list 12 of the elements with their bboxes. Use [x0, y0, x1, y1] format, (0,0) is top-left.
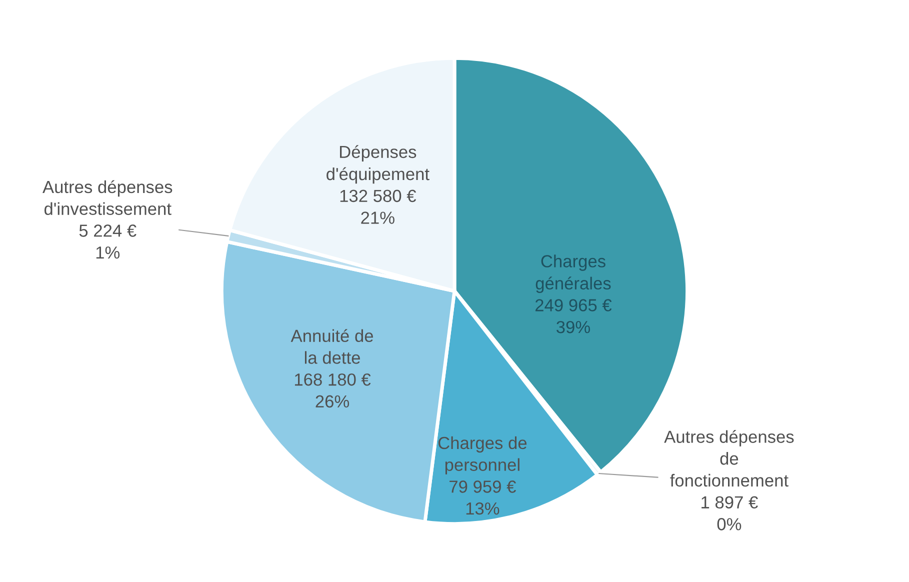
data-label: 132 580 € 21% [340, 190, 416, 224]
slice-label: Annuité de la dette [290, 329, 374, 364]
slice-label: Charges générales [536, 254, 611, 293]
data-label: 249 965 € 39% [535, 299, 612, 334]
data-label: 5 224 € 1% [79, 224, 136, 259]
slice-label: Dépenses d'équipement [326, 145, 430, 184]
slice-label: Autres dépenses d'investissement [42, 180, 172, 215]
data-label: 79 959 € 13% [450, 480, 516, 515]
slice-label: Autres dépenses de fonctionnement [664, 430, 794, 487]
slice-label: Charges de personnel [438, 436, 527, 474]
data-label: 1 897 € 0% [702, 496, 758, 530]
data-label: 168 180 € 26% [294, 373, 371, 408]
